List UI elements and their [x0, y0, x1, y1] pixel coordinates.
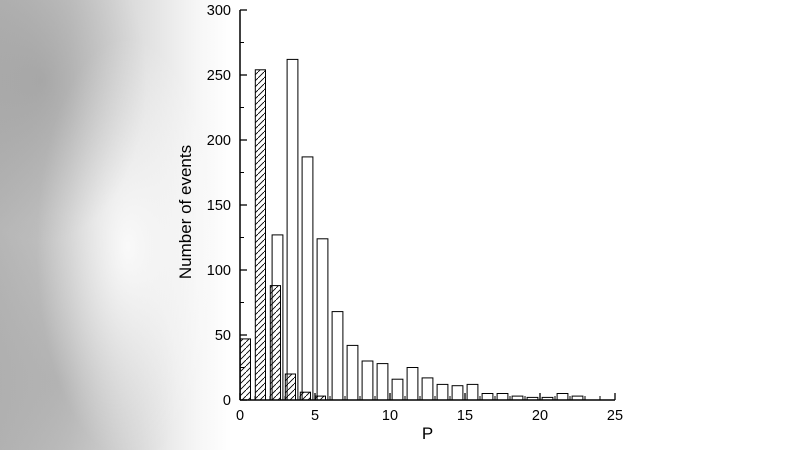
- y-tick-label: 250: [207, 68, 231, 84]
- open-bar: [436, 383, 449, 401]
- open-bar: [421, 377, 434, 401]
- y-tick-label: 50: [215, 328, 231, 344]
- open-bar: [481, 393, 494, 401]
- y-tick-label: 300: [207, 3, 231, 19]
- open-bar: [361, 360, 374, 401]
- open-bar: [391, 378, 404, 401]
- open-bar: [496, 393, 509, 401]
- y-tick-label: 200: [207, 133, 231, 149]
- open-bar: [346, 344, 359, 401]
- open-bar: [301, 156, 314, 401]
- x-tick-label: 10: [382, 408, 398, 424]
- x-tick-label: 15: [457, 408, 473, 424]
- open-bar: [376, 363, 389, 401]
- open-bar: [286, 58, 299, 401]
- y-axis-label: Number of events: [176, 144, 195, 280]
- x-axis-label: P: [421, 424, 434, 443]
- x-tick-label: 25: [607, 408, 623, 424]
- open-bar: [331, 311, 344, 401]
- y-tick-label: 150: [207, 198, 231, 214]
- open-bar: [316, 238, 329, 401]
- background-artifact: [0, 0, 232, 450]
- x-tick-label: 20: [532, 408, 548, 424]
- open-bar: [451, 385, 464, 401]
- x-tick-label: 0: [236, 408, 244, 424]
- y-tick-label: 0: [223, 393, 231, 409]
- open-bar: [466, 383, 479, 401]
- open-bar: [556, 393, 569, 401]
- hatched-bar: [254, 69, 267, 401]
- x-tick-label: 5: [311, 408, 319, 424]
- open-bar: [406, 367, 419, 401]
- hatched-bar: [239, 338, 252, 401]
- y-tick-label: 100: [207, 263, 231, 279]
